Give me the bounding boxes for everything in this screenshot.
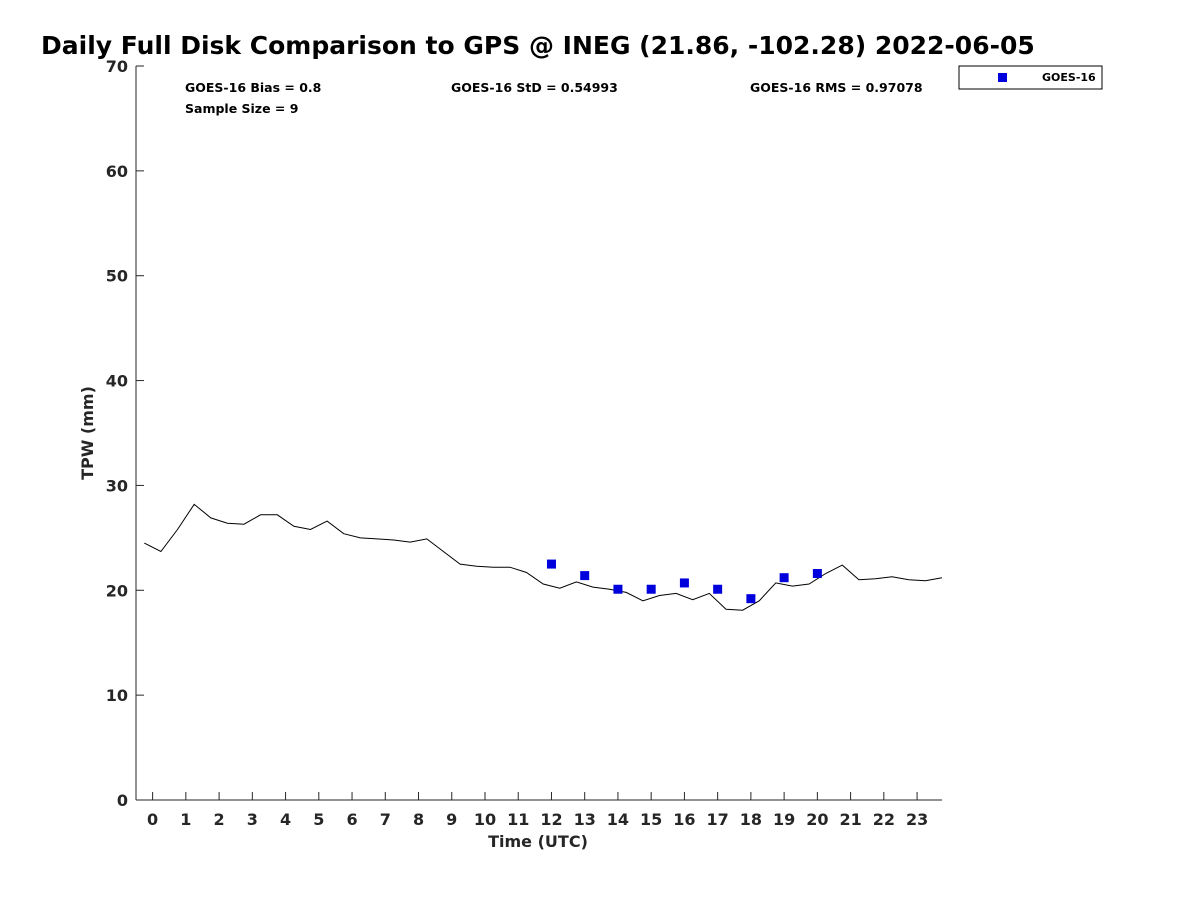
y-tick-label: 0 <box>117 791 128 810</box>
legend-box <box>958 65 1103 90</box>
y-tick-label: 10 <box>106 686 128 705</box>
goes16-point <box>546 559 556 569</box>
x-tick-label: 23 <box>906 810 928 829</box>
x-tick-label: 16 <box>673 810 695 829</box>
legend-marker-goes16 <box>998 73 1007 82</box>
x-tick-label: 6 <box>346 810 357 829</box>
x-tick-label: 18 <box>740 810 762 829</box>
x-tick-label: 21 <box>839 810 861 829</box>
x-tick-label: 11 <box>507 810 529 829</box>
axes: 0 1 2 3 4 5 6 7 8 9 10 11 12 13 14 15 16 17 18 19 20 21 22 2301… <box>106 57 942 829</box>
std-stat: GOES-16 StD = 0.54993 <box>451 80 618 95</box>
x-tick-label: 0 <box>147 810 158 829</box>
y-tick-label: 40 <box>106 372 128 391</box>
goes16-point <box>713 584 723 594</box>
x-tick-label: 2 <box>214 810 225 829</box>
x-tick-label: 15 <box>640 810 662 829</box>
x-tick-label: 3 <box>247 810 258 829</box>
x-tick-label: 13 <box>574 810 596 829</box>
x-tick-label: 8 <box>413 810 424 829</box>
x-tick-label: 1 <box>180 810 191 829</box>
goes16-point <box>613 584 623 594</box>
legend: GOES-16 <box>958 65 1103 90</box>
goes16-point <box>812 569 822 579</box>
legend-label-goes16: GOES-16 <box>1042 71 1096 84</box>
gps-tpw-line <box>144 503 943 611</box>
goes16-point <box>746 594 756 604</box>
y-tick-label: 20 <box>106 581 128 600</box>
x-tick-label: 4 <box>280 810 291 829</box>
y-tick-label: 50 <box>106 267 128 286</box>
x-tick-label: 20 <box>806 810 828 829</box>
bias-stat: GOES-16 Bias = 0.8 <box>185 80 321 95</box>
x-tick-label: 22 <box>873 810 895 829</box>
y-tick-label: 30 <box>106 476 128 495</box>
goes16-point <box>580 571 590 581</box>
x-tick-label: 9 <box>446 810 457 829</box>
x-tick-label: 5 <box>313 810 324 829</box>
rms-stat: GOES-16 RMS = 0.97078 <box>750 80 923 95</box>
y-tick-label: 60 <box>106 162 128 181</box>
goes16-point <box>779 573 789 583</box>
sample-size-stat: Sample Size = 9 <box>185 101 298 116</box>
x-tick-label: 12 <box>540 810 562 829</box>
x-tick-label: 14 <box>607 810 629 829</box>
y-axis-label: TPW (mm) <box>78 386 97 480</box>
x-tick-label: 10 <box>474 810 496 829</box>
plot-area <box>144 503 943 611</box>
x-axis-label: Time (UTC) <box>488 832 588 851</box>
chart-title: Daily Full Disk Comparison to GPS @ INEG… <box>41 31 1035 60</box>
x-tick-label: 7 <box>380 810 391 829</box>
y-tick-label: 70 <box>106 57 128 76</box>
goes16-point <box>646 584 656 594</box>
goes16-point <box>679 578 689 588</box>
x-tick-label: 19 <box>773 810 795 829</box>
x-tick-label: 17 <box>707 810 729 829</box>
